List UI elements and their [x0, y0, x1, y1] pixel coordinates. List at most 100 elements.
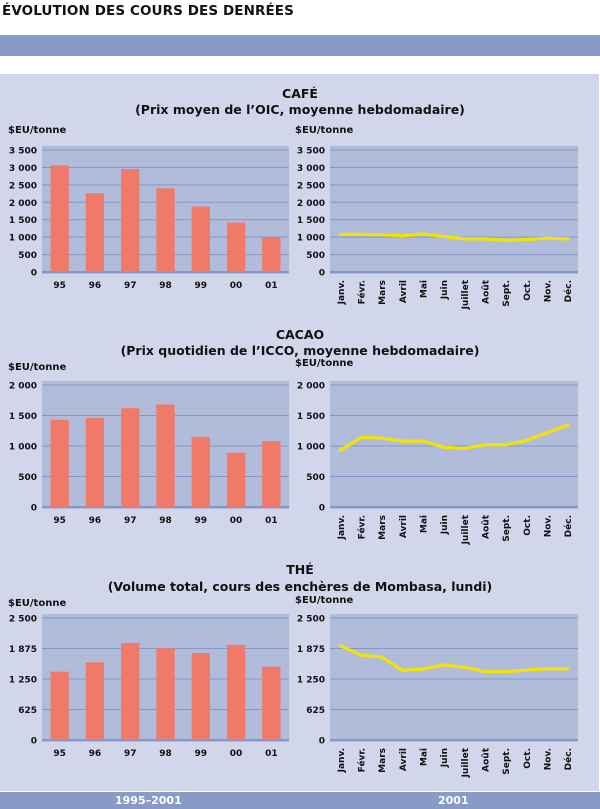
y-tick-label: 1 250 [297, 676, 325, 686]
bar-98 [156, 648, 175, 740]
x-tick-label: 98 [159, 516, 172, 526]
y-tick-label: 500 [306, 251, 325, 261]
x-tick-label: 98 [159, 281, 172, 291]
section-subtitle-cacao: (Prix quotidien de l’ICCO, moyenne hebdo… [120, 343, 480, 358]
unit-label-the-left: $EU/tonne [8, 598, 67, 609]
footer-label-annual: 1995–2001 [115, 794, 182, 807]
y-tick-label: 2 500 [9, 181, 37, 191]
y-tick-label: 3 000 [297, 164, 325, 174]
cacao-monthly-line-chart: 0 500 1 000 1 500 2 000 Janv. Févr. Mars Avril Ma… [297, 381, 578, 545]
x-tick-label: 95 [53, 516, 66, 526]
y-tick-label: 2 000 [297, 199, 325, 209]
section-subtitle-the: (Volume total, cours des enchères de Mom… [107, 579, 493, 594]
footer-label-monthly: 2001 [438, 794, 469, 807]
x-tick-label: 95 [53, 749, 66, 759]
x-tick-label: Sept. [502, 748, 512, 775]
the-monthly-line-chart: 0 625 1 250 1 875 2 500 Janv. Févr. Mars Avril Ma… [297, 614, 578, 778]
series-line [338, 644, 570, 674]
unit-label-cacao-left: $EU/tonne [8, 362, 67, 373]
x-tick-label: Sept. [502, 280, 512, 307]
bar-01 [262, 441, 281, 507]
y-tick-label: 1 000 [297, 443, 325, 453]
x-tick-label: Avril [399, 748, 409, 771]
cafe-monthly-line-chart: 0 500 1 000 1 500 2 000 2 500 3 000 3 500 Janv. F… [297, 146, 578, 310]
x-tick-label: 96 [89, 281, 102, 291]
section-title-cacao: CACAO [275, 327, 325, 342]
x-tick-label: Avril [399, 280, 409, 303]
series-line [338, 232, 570, 242]
x-tick-label: Oct. [523, 748, 533, 769]
x-tick-label: Déc. [563, 748, 574, 770]
x-tick-label: Mars [378, 280, 388, 305]
section-subtitle-cafe: (Prix moyen de l’OIC, moyenne hebdomadai… [135, 102, 465, 117]
bar-98 [156, 188, 175, 272]
y-tick-label: 1 000 [297, 234, 325, 244]
x-tick-label: Nov. [544, 280, 554, 302]
x-tick-label: 01 [265, 281, 278, 291]
x-tick-label: 97 [124, 281, 137, 291]
bar-01 [262, 237, 281, 272]
y-tick-label: 1 500 [297, 216, 325, 226]
x-tick-label: Mars [378, 515, 388, 540]
x-tick-label: Août [482, 279, 492, 304]
y-tick-label: 0 [319, 504, 325, 514]
y-tick-label: 2 000 [9, 382, 37, 392]
y-tick-label: 0 [31, 504, 37, 514]
y-tick-label: 3 500 [9, 147, 37, 157]
x-tick-label: Avril [399, 515, 409, 538]
x-tick-label: 01 [265, 516, 278, 526]
x-tick-label: 00 [230, 516, 243, 526]
y-tick-label: 3 500 [297, 147, 325, 157]
x-tick-label: 99 [195, 749, 208, 759]
y-tick-label: 0 [31, 737, 37, 747]
y-tick-label: 1 000 [9, 234, 37, 244]
x-tick-label: 00 [230, 749, 243, 759]
bar-00 [226, 222, 246, 272]
x-tick-label: Sept. [502, 515, 512, 542]
y-tick-label: 500 [18, 251, 37, 261]
section-title-the: THÉ [286, 562, 314, 577]
x-tick-label: Févr. [357, 748, 368, 772]
bar-00 [226, 644, 246, 740]
bar-97 [121, 169, 140, 272]
x-tick-label: Janv. [337, 748, 347, 773]
bar-00 [226, 452, 246, 507]
x-tick-label: Déc. [563, 515, 574, 537]
y-tick-label: 625 [306, 706, 325, 716]
x-tick-label: 96 [89, 516, 102, 526]
x-tick-label: 98 [159, 749, 172, 759]
series-line [338, 423, 570, 452]
x-tick-label: Août [482, 747, 492, 772]
the-annual-bar-chart: 0 625 1 250 1 875 2 500 95 96 97 98 99 00 01 [9, 614, 289, 759]
bar-01 [262, 666, 281, 740]
x-tick-label: Mai [420, 748, 430, 766]
x-tick-label: Janv. [337, 280, 347, 305]
x-tick-label: 01 [265, 749, 278, 759]
x-tick-label: 99 [195, 516, 208, 526]
y-tick-label: 1 500 [9, 216, 37, 226]
bar-97 [121, 642, 140, 740]
x-tick-label: Oct. [523, 280, 533, 301]
x-tick-label: Nov. [544, 748, 554, 770]
unit-label-cafe-right: $EU/tonne [295, 125, 354, 136]
bar-95 [50, 419, 69, 507]
y-tick-label: 2 000 [9, 199, 37, 209]
x-tick-label: 97 [124, 749, 137, 759]
x-tick-label: 95 [53, 281, 66, 291]
x-tick-label: 99 [195, 281, 208, 291]
x-tick-label: Déc. [563, 280, 574, 302]
x-tick-label: Juin [440, 748, 450, 768]
x-tick-label: Juillet [461, 279, 471, 310]
bar-99 [191, 436, 210, 507]
x-tick-label: Févr. [357, 280, 368, 304]
cacao-annual-bar-chart: 0 500 1 000 1 500 2 000 95 96 97 98 99 00 01 [9, 381, 289, 526]
bar-95 [50, 671, 69, 740]
y-tick-label: 2 500 [297, 615, 325, 625]
bar-98 [156, 404, 175, 507]
y-tick-label: 1 875 [297, 645, 325, 655]
x-tick-label: Juillet [461, 747, 471, 778]
x-tick-label: Janv. [337, 515, 347, 540]
plot-area [330, 614, 578, 742]
bar-99 [191, 206, 210, 272]
y-tick-label: 2 500 [297, 181, 325, 191]
